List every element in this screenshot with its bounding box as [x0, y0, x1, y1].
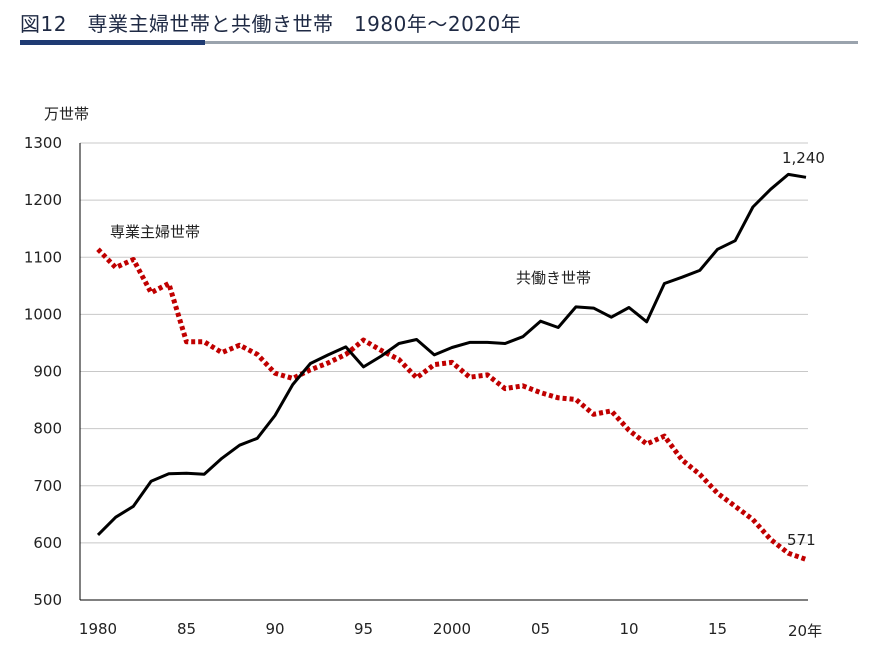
chart-title: 図12 専業主婦世帯と共働き世帯 1980年～2020年 [20, 12, 522, 36]
x-tick-label: 05 [531, 620, 550, 638]
title-rule-line [205, 41, 858, 44]
x-tick-label: 90 [265, 620, 284, 638]
x-axis-unit-label: 20年 [788, 622, 822, 640]
x-tick-label: 1980 [79, 620, 117, 638]
data-label-dual-income-end: 1,240 [782, 149, 825, 167]
x-tick-label: 2000 [433, 620, 471, 638]
x-tick-label: 15 [708, 620, 727, 638]
x-tick-label: 85 [177, 620, 196, 638]
annotation-housewife-series: 専業主婦世帯 [110, 223, 200, 241]
x-tick-label: 95 [354, 620, 373, 638]
title-rule-accent [20, 40, 205, 45]
series-line-dual-income [96, 172, 807, 536]
y-tick-label: 1000 [24, 305, 62, 323]
y-tick-label: 900 [33, 363, 62, 381]
y-axis-label: 万世帯 [44, 105, 89, 123]
y-tick-label: 500 [33, 591, 62, 609]
y-tick-label: 1200 [24, 191, 62, 209]
series-line-housewife [96, 247, 807, 562]
y-tick-label: 800 [33, 420, 62, 438]
x-tick-label: 10 [619, 620, 638, 638]
title-rule [20, 40, 858, 45]
y-tick-label: 600 [33, 534, 62, 552]
grid-lines [80, 142, 808, 544]
x-tick-labels: 1980 85 90 95 2000 05 10 15 [79, 620, 727, 638]
series-lines [96, 172, 807, 562]
y-tick-label: 1100 [24, 248, 62, 266]
annotation-dual-income-series: 共働き世帯 [516, 269, 591, 287]
data-label-housewife-end: 571 [787, 531, 816, 549]
y-tick-labels: 500 600 700 800 900 1000 1100 1200 1300 [24, 134, 62, 609]
y-tick-label: 700 [33, 477, 62, 495]
y-tick-label: 1300 [24, 134, 62, 152]
